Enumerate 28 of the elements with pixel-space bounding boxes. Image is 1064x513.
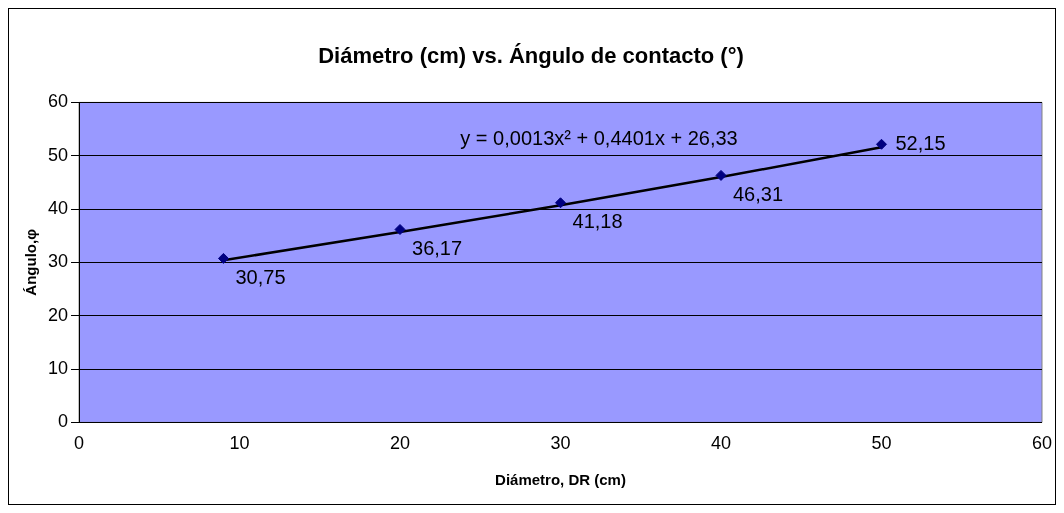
data-label: 30,75 — [235, 265, 286, 288]
data-label: 41,18 — [572, 210, 623, 233]
y-tick-label: 20 — [47, 304, 69, 325]
point — [394, 223, 406, 235]
annotation: y = 0,0013x² + 0,4401x + 26,33 — [460, 126, 738, 149]
data-label: 36,17 — [412, 237, 463, 260]
x-tick-label: 40 — [710, 433, 732, 454]
point — [217, 252, 229, 264]
x-tick-label: 20 — [390, 433, 411, 454]
point — [555, 197, 567, 209]
y-tick-label: 0 — [58, 411, 69, 432]
y-tick-label: 60 — [47, 91, 69, 112]
point — [876, 138, 887, 150]
y-axis-title: Ángulo,φ — [22, 228, 40, 296]
x-tick-label: 60 — [1031, 433, 1052, 454]
chart-title: Diámetro (cm) vs. Ángulo de contacto (°) — [318, 43, 744, 69]
y-tick-label: 50 — [47, 144, 69, 165]
x-tick-label: 10 — [229, 433, 250, 454]
x-tick-label: 50 — [871, 433, 892, 454]
data-label: 46,31 — [733, 182, 784, 205]
x-tick-label: 30 — [550, 433, 571, 454]
y-tick-label: 40 — [47, 198, 69, 219]
y-tick-label: 10 — [47, 358, 69, 379]
x-tick-label: 0 — [74, 433, 85, 454]
point — [715, 169, 727, 181]
data-label: 52,15 — [895, 131, 946, 154]
y-tick-label: 30 — [47, 251, 69, 272]
x-axis-title: Diámetro, DR (cm) — [495, 471, 626, 489]
